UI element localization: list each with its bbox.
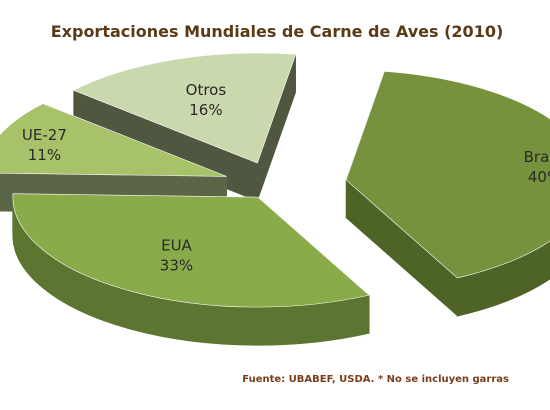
- slice-label-otros: Otros: [186, 81, 227, 99]
- slice-brasil: [345, 70, 550, 317]
- chart-source: Fuente: UBABEF, USDA. * No se incluyen g…: [242, 374, 509, 385]
- slice-value-eua: 33%: [160, 257, 193, 275]
- slice-label-brasil: Brasil: [524, 148, 550, 166]
- slice-value-ue-27: 11%: [28, 146, 61, 164]
- chart-title: Exportaciones Mundiales de Carne de Aves…: [51, 22, 504, 41]
- slice-label-ue-27: UE-27: [22, 126, 67, 144]
- slice-label-eua: EUA: [161, 237, 192, 255]
- slice-top-otros: [72, 52, 297, 164]
- slice-value-brasil: 40%: [528, 168, 550, 186]
- slice-top-brasil: [345, 70, 550, 279]
- pie-slices: Otros 16% UE-27 11% Brasil 40% EUA 33%: [0, 52, 550, 346]
- slice-top-eua: [12, 193, 370, 308]
- slice-eua: [12, 193, 370, 346]
- slice-value-otros: 16%: [189, 101, 222, 119]
- slice-top-ue-27: [0, 103, 227, 177]
